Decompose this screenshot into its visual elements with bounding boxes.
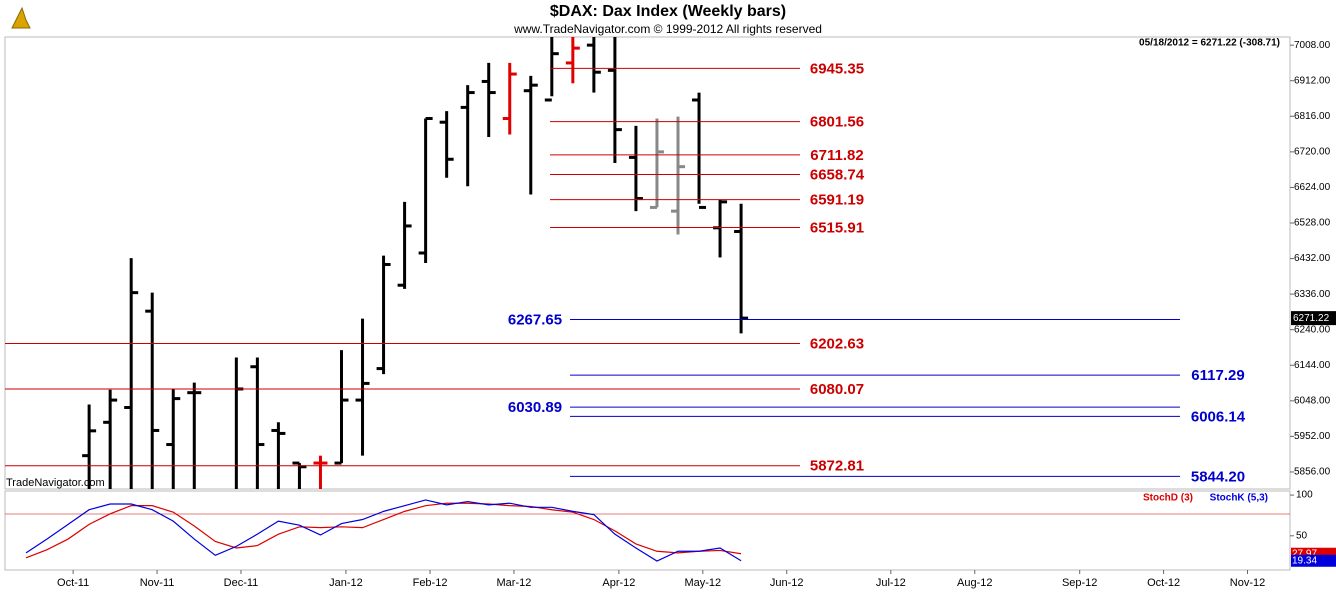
x-tick-label: Sep-12	[1062, 577, 1097, 589]
stoch-tick-label: 100	[1296, 490, 1313, 501]
level-label: 6030.89	[508, 399, 562, 416]
level-label: 6080.07	[810, 381, 864, 398]
y-tick-label: 6432.00	[1294, 253, 1331, 264]
x-tick-label: Mar-12	[497, 577, 532, 589]
price-plot	[82, 37, 749, 489]
level-label: 6591.19	[810, 192, 864, 209]
y-tick-label: 6336.00	[1294, 289, 1331, 300]
x-tick-label: Oct-11	[57, 577, 89, 589]
y-tick-label: 6720.00	[1294, 146, 1331, 157]
level-label: 6117.29	[1191, 367, 1244, 384]
level-label: 6945.35	[810, 60, 864, 77]
x-tick-label: Oct-12	[1147, 577, 1180, 589]
x-tick-label: May-12	[684, 577, 721, 589]
stoch-tick-label: 50	[1296, 530, 1308, 541]
watermark: TradeNavigator.com	[6, 477, 105, 489]
x-tick-label: Dec-11	[224, 577, 259, 589]
y-tick-label: 5856.00	[1294, 467, 1331, 478]
stoch-line	[25, 502, 742, 559]
stoch-plot	[25, 499, 742, 562]
price-panel	[4, 36, 1291, 490]
level-label: 5844.20	[1191, 468, 1245, 485]
y-tick-label: 7008.00	[1294, 40, 1331, 51]
logo	[11, 6, 31, 29]
y-tick-label: 5952.00	[1294, 431, 1331, 442]
y-tick-label: 6144.00	[1294, 360, 1331, 371]
level-label: 6801.56	[810, 114, 864, 131]
y-tick-label: 6528.00	[1294, 218, 1331, 229]
x-tick-label: Feb-12	[413, 577, 448, 589]
y-tick-label: 6816.00	[1294, 111, 1331, 122]
y-tick-label: 6048.00	[1294, 395, 1331, 406]
x-tick-label: Apr-12	[602, 577, 635, 589]
level-label: 6658.74	[810, 167, 865, 184]
level-label: 6202.63	[810, 336, 864, 353]
subtitle: www.TradeNavigator.com © 1999-2012 All r…	[513, 22, 822, 36]
stoch-line	[25, 499, 742, 562]
y-tick-label: 6624.00	[1294, 182, 1331, 193]
level-label: 6711.82	[810, 147, 863, 164]
stoch-value-box	[1291, 554, 1336, 567]
x-tick-label: Nov-11	[140, 577, 175, 589]
x-tick-label: Jul-12	[876, 577, 906, 589]
chart-title: $DAX: Dax Index (Weekly bars)	[550, 3, 786, 20]
x-tick-label: Jan-12	[329, 577, 363, 589]
legend-entry: StochD (3)	[1143, 493, 1193, 504]
y-tick-label: 6240.00	[1294, 324, 1331, 335]
stoch-panel	[4, 490, 1291, 571]
level-label: 6006.14	[1191, 408, 1246, 425]
x-tick-label: Aug-12	[957, 577, 992, 589]
level-label: 6267.65	[508, 311, 562, 328]
stoch-value-label: 19.34	[1292, 555, 1317, 566]
y-tick-label: 6912.00	[1294, 75, 1331, 86]
level-label: 6515.91	[810, 219, 864, 236]
legend-entry: StochK (5,3)	[1210, 493, 1268, 504]
level-label: 5872.81	[810, 458, 864, 475]
x-tick-label: Nov-12	[1230, 577, 1265, 589]
last-price-box	[1291, 311, 1336, 326]
price-info: 05/18/2012 = 6271.22 (-308.71)	[1139, 38, 1280, 49]
stoch-value-label: 27.97	[1292, 548, 1317, 559]
last-price-label: 6271.22	[1293, 313, 1330, 324]
x-tick-label: Jun-12	[770, 577, 804, 589]
